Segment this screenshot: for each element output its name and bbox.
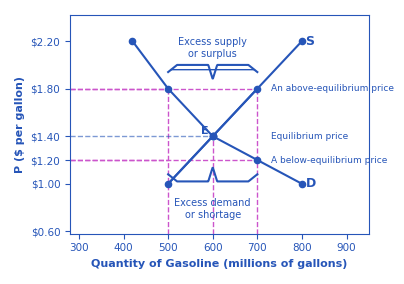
- Text: A below-equilibrium price: A below-equilibrium price: [271, 156, 387, 164]
- Text: Equilibrium price: Equilibrium price: [271, 132, 348, 141]
- Text: D: D: [305, 177, 316, 190]
- Y-axis label: P ($ per gallon): P ($ per gallon): [15, 76, 25, 173]
- Text: Excess supply
or surplus: Excess supply or surplus: [178, 37, 247, 59]
- X-axis label: Quantity of Gasoline (millions of gallons): Quantity of Gasoline (millions of gallon…: [91, 259, 347, 269]
- Text: S: S: [305, 35, 314, 48]
- Point: [299, 39, 305, 43]
- Point: [254, 158, 261, 162]
- Point: [254, 86, 261, 91]
- Text: An above-equilibrium price: An above-equilibrium price: [271, 84, 394, 93]
- Point: [210, 134, 216, 139]
- Text: E: E: [201, 126, 208, 136]
- Point: [129, 39, 136, 43]
- Text: Excess demand
or shortage: Excess demand or shortage: [175, 198, 251, 220]
- Point: [299, 181, 305, 186]
- Point: [210, 134, 216, 139]
- Point: [165, 181, 171, 186]
- Point: [165, 86, 171, 91]
- Point: [210, 134, 216, 139]
